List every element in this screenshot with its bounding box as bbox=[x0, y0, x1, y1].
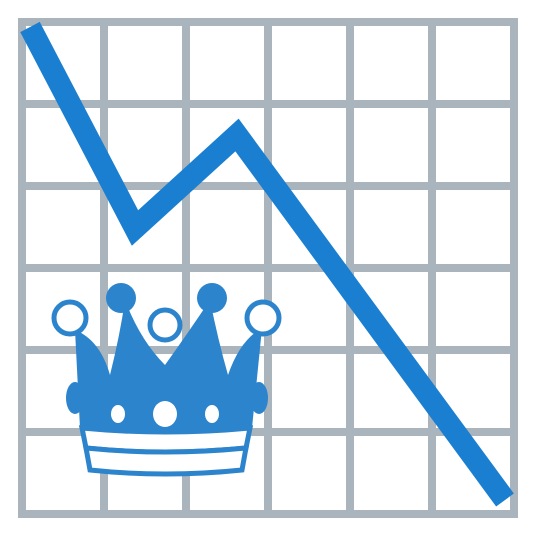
crown-tip-left-blue bbox=[106, 283, 136, 313]
crown-jewel-right bbox=[205, 405, 219, 423]
crown-pearl-far-left bbox=[51, 299, 89, 337]
crown-pearl-center bbox=[147, 307, 183, 343]
crown-jewel-center bbox=[153, 401, 177, 427]
crown-jewel-left bbox=[111, 405, 125, 423]
crown-icon bbox=[51, 283, 282, 477]
crown-side-left bbox=[66, 382, 84, 414]
declining-trend-line bbox=[20, 21, 514, 507]
crown-tip-right-blue bbox=[197, 283, 227, 313]
crown-side-right bbox=[250, 382, 268, 414]
crown-pearl-far-right bbox=[244, 299, 282, 337]
crown-base bbox=[82, 445, 250, 477]
